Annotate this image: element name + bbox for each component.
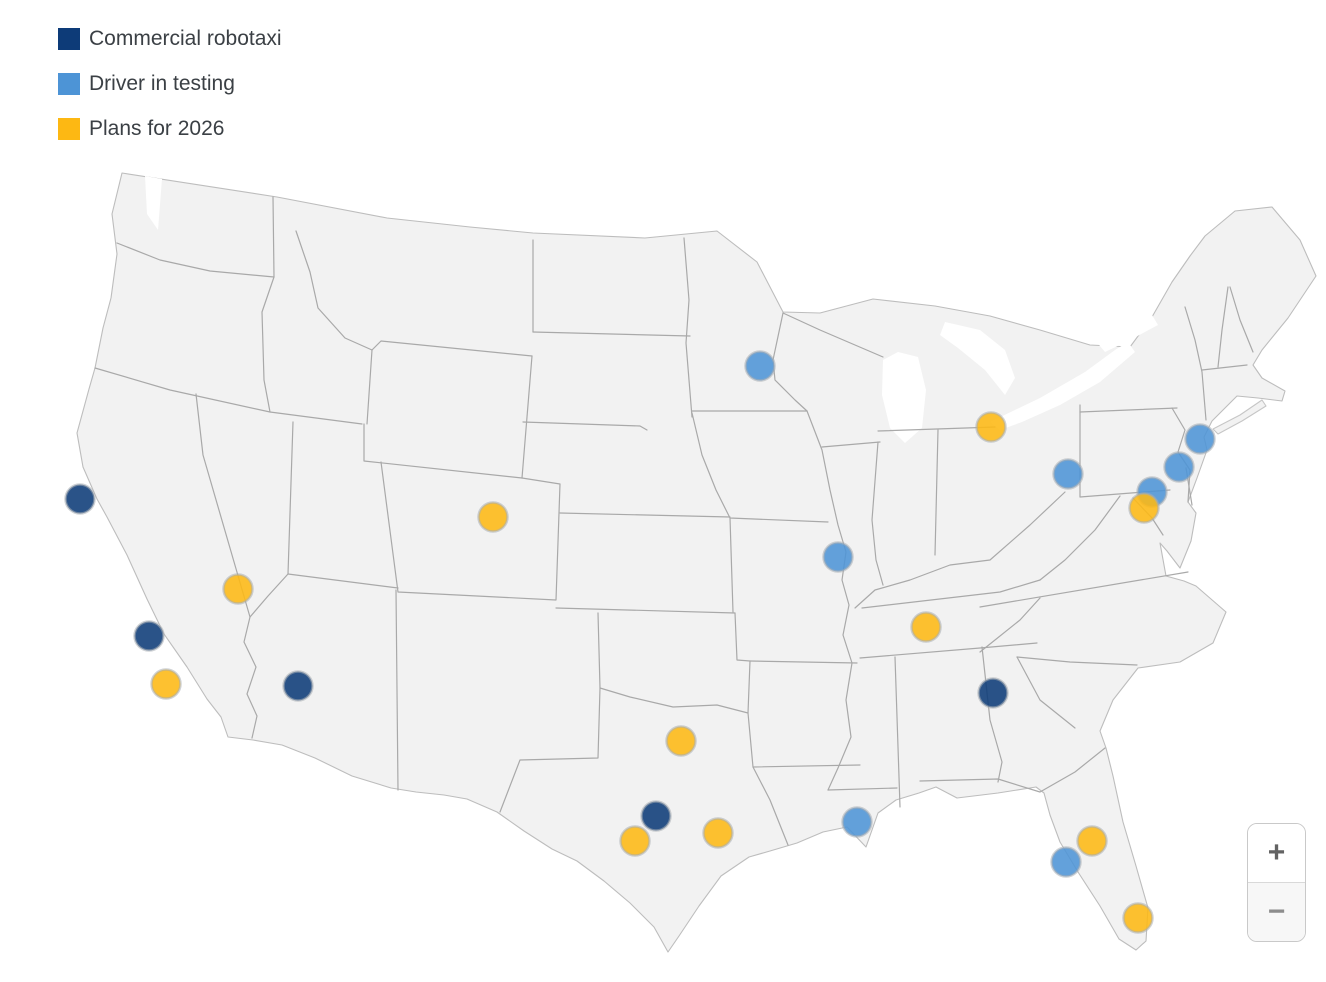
lake-erie [990, 342, 1135, 430]
legend-label-plans: Plans for 2026 [89, 117, 225, 140]
map-point-commercial[interactable] [640, 800, 672, 832]
map-point-testing[interactable] [744, 350, 776, 382]
map-point-commercial[interactable] [977, 677, 1009, 709]
legend-item-commercial-robotaxi[interactable]: Commercial robotaxi [58, 26, 282, 52]
map-point-plans[interactable] [1122, 902, 1154, 934]
legend-item-plans-2026[interactable]: Plans for 2026 [58, 116, 282, 142]
map-point-testing[interactable] [1184, 423, 1216, 455]
lake-huron [940, 322, 1015, 395]
legend: Commercial robotaxi Driver in testing Pl… [58, 26, 282, 161]
legend-item-driver-in-testing[interactable]: Driver in testing [58, 71, 282, 97]
map-point-commercial[interactable] [282, 670, 314, 702]
legend-label-testing: Driver in testing [89, 72, 235, 95]
long-island [1212, 399, 1267, 435]
puget-sound [145, 176, 162, 230]
legend-label-commercial: Commercial robotaxi [89, 27, 282, 50]
lake-ontario [1095, 315, 1158, 352]
map-point-commercial[interactable] [64, 483, 96, 515]
map-point-testing[interactable] [822, 541, 854, 573]
map-point-plans[interactable] [665, 725, 697, 757]
map-point-testing[interactable] [1050, 846, 1082, 878]
legend-swatch-commercial [58, 28, 80, 50]
lake-michigan [882, 352, 926, 443]
state-borders [94, 196, 1254, 846]
map-points-layer [64, 350, 1216, 934]
map-point-testing[interactable] [1163, 451, 1195, 483]
map-point-plans[interactable] [150, 668, 182, 700]
legend-swatch-testing [58, 73, 80, 95]
map-point-plans[interactable] [619, 825, 651, 857]
map-point-plans[interactable] [1076, 825, 1108, 857]
zoom-out-button[interactable]: − [1248, 882, 1305, 941]
map-point-plans[interactable] [222, 573, 254, 605]
map-point-plans[interactable] [975, 411, 1007, 443]
zoom-in-button[interactable]: + [1248, 824, 1305, 882]
map-point-commercial[interactable] [133, 620, 165, 652]
map-zoom-controls: + − [1247, 823, 1306, 942]
us-land-outline [76, 172, 1317, 953]
map-point-plans[interactable] [1128, 492, 1160, 524]
map-point-testing[interactable] [841, 806, 873, 838]
legend-swatch-plans [58, 118, 80, 140]
map-point-plans[interactable] [910, 611, 942, 643]
map-point-testing[interactable] [1052, 458, 1084, 490]
map-point-plans[interactable] [702, 817, 734, 849]
map-point-plans[interactable] [477, 501, 509, 533]
